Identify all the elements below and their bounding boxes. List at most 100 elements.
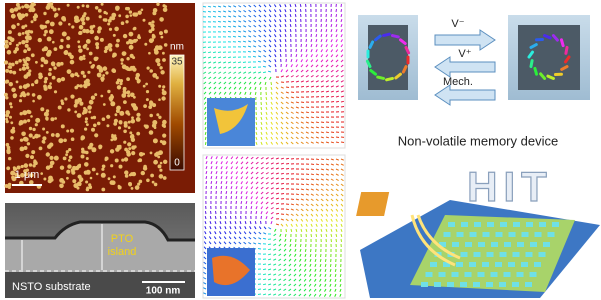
vector — [316, 29, 317, 32]
electrode-pad — [356, 192, 389, 216]
island-dot — [160, 140, 163, 143]
island-dot — [86, 157, 89, 160]
island-label: island — [108, 246, 137, 258]
vector — [241, 201, 242, 204]
island-dot — [6, 149, 9, 152]
vector — [213, 16, 216, 17]
island-dot — [151, 27, 155, 31]
memory-cell — [526, 222, 533, 227]
vector — [216, 211, 217, 214]
island-dot — [12, 71, 16, 75]
vector — [311, 164, 314, 165]
vector — [280, 54, 281, 57]
vector — [316, 122, 319, 123]
island-dot — [70, 95, 74, 99]
island-dot — [110, 180, 115, 185]
vector — [291, 92, 294, 93]
island-dot — [29, 5, 34, 10]
island-dot — [107, 23, 110, 26]
memory-cell — [444, 232, 451, 237]
island-dot — [19, 68, 22, 71]
island-dot — [40, 172, 43, 175]
island-dot — [102, 117, 106, 121]
island-dot — [111, 135, 115, 139]
colorbar-min: 0 — [174, 158, 180, 169]
vector — [301, 184, 304, 185]
island-dot — [123, 130, 127, 134]
island-dot — [29, 127, 32, 130]
island-dot — [121, 159, 124, 162]
memory-cell — [548, 232, 555, 237]
island-dot — [110, 164, 113, 167]
memory-cell — [521, 262, 528, 267]
island-dot — [57, 78, 62, 83]
memory-cell — [495, 262, 502, 267]
island-dot — [162, 58, 166, 62]
island-dot — [48, 179, 52, 183]
vector — [203, 6, 206, 7]
island-dot — [53, 66, 56, 69]
vector — [205, 137, 206, 140]
island-dot — [143, 85, 146, 88]
vector — [336, 142, 339, 143]
island-dot — [108, 19, 112, 23]
island-dot — [68, 159, 71, 162]
island-dot — [5, 96, 8, 99]
island-dot — [119, 111, 124, 116]
vector — [263, 279, 266, 280]
island-dot — [77, 19, 80, 22]
vector — [321, 254, 322, 257]
island-dot — [132, 172, 136, 176]
vector — [306, 39, 307, 42]
island-dot — [71, 171, 75, 175]
vector — [208, 11, 211, 12]
voltage-positive: V⁺ — [458, 48, 471, 60]
vector — [263, 264, 266, 265]
island-dot — [66, 170, 70, 174]
island-dot — [103, 11, 106, 14]
memory-cell — [500, 252, 507, 257]
island-dot — [35, 118, 40, 123]
island-dot — [69, 155, 73, 159]
vector — [306, 112, 309, 113]
vector — [256, 211, 257, 214]
island-dot — [131, 187, 134, 190]
memory-cell — [426, 272, 433, 277]
island-dot — [131, 119, 136, 124]
island-dot — [52, 41, 55, 44]
island-dot — [117, 79, 121, 83]
island-dot — [26, 66, 29, 69]
island-dot — [43, 33, 46, 36]
vector — [281, 188, 284, 189]
vector — [291, 229, 292, 232]
island-dot — [44, 80, 47, 83]
afm-panel: nm 35 0 1 μm — [4, 2, 195, 193]
island-dot — [146, 98, 149, 101]
memory-cell — [486, 282, 493, 287]
vector — [296, 189, 299, 190]
island-dot — [21, 132, 26, 137]
vector — [311, 249, 312, 252]
island-dot — [38, 38, 42, 42]
island-dot — [93, 116, 96, 119]
vector — [301, 86, 304, 87]
island-dot — [70, 73, 74, 77]
island-dot — [54, 117, 57, 120]
memory-cell — [504, 272, 511, 277]
island-dot — [93, 124, 97, 128]
island-dot — [152, 103, 156, 107]
island-dot — [39, 147, 43, 151]
island-dot — [115, 44, 119, 48]
vector — [281, 178, 284, 179]
vector — [301, 102, 304, 103]
polar-arrow — [384, 34, 390, 35]
vector — [220, 216, 221, 219]
island-dot — [7, 50, 12, 55]
island-dot — [78, 49, 82, 53]
vector — [336, 9, 337, 12]
island-dot — [126, 90, 130, 94]
vector — [263, 238, 266, 239]
polar-arrow — [535, 68, 537, 74]
vector — [305, 249, 306, 252]
island-dot — [58, 21, 62, 25]
